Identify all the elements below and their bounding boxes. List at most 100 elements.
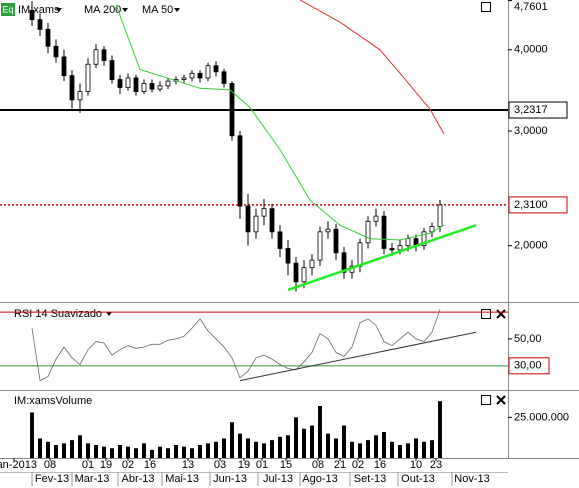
x-tick-label: 13 — [182, 459, 194, 471]
candle-body — [389, 248, 395, 251]
candle-body — [45, 28, 51, 47]
volume-bar — [390, 441, 394, 458]
x-tick-label: 08 — [312, 459, 324, 471]
volume-bar — [174, 445, 178, 458]
volume-bar — [350, 441, 354, 458]
candle-body — [325, 228, 331, 233]
candle-body — [29, 9, 35, 21]
month-label: Mai-13 — [165, 473, 199, 485]
volume-bar — [414, 438, 418, 458]
candle-body — [221, 71, 227, 84]
candle-body — [93, 49, 99, 65]
level-label-box — [508, 357, 550, 375]
close-icon[interactable] — [496, 395, 506, 405]
y-tick-label: 25.000.000 — [514, 411, 569, 423]
candle-body — [357, 242, 363, 267]
volume-bar — [310, 425, 314, 458]
legend-label: IM:xams — [18, 4, 60, 16]
candle-body — [125, 77, 131, 88]
x-tick-label: 19 — [238, 459, 250, 471]
trendline — [239, 331, 477, 382]
candle-body — [317, 231, 323, 261]
volume-bar — [334, 438, 338, 458]
month-label: Jun-13 — [213, 473, 247, 485]
x-tick-label: Jan-2013 — [0, 459, 37, 471]
candle-body — [213, 65, 219, 73]
icon-box — [1, 3, 15, 16]
panel-title: RSI 14 Suavizado — [14, 308, 102, 320]
candle-body — [101, 49, 107, 61]
candle-body — [269, 208, 275, 233]
volume-bar — [206, 443, 210, 458]
maximize-icon[interactable] — [481, 309, 491, 319]
volume-bar — [94, 445, 98, 458]
candle-body — [277, 231, 283, 249]
volume-bar — [278, 436, 282, 458]
candle-body — [117, 79, 123, 88]
volume-bar — [126, 446, 130, 458]
volume-bar — [150, 449, 154, 458]
candle-body — [437, 204, 443, 227]
candle-body — [189, 72, 195, 79]
volume-bar — [230, 422, 234, 458]
dropdown-arrow — [122, 8, 128, 12]
volume-bar — [398, 445, 402, 458]
level-label: 30,00 — [514, 360, 542, 372]
x-tick-label: 01 — [256, 459, 268, 471]
legend-label: MA 50 — [142, 4, 173, 16]
volume-bar — [70, 440, 74, 458]
volume-bar — [374, 435, 378, 458]
x-tick-label: 08 — [44, 459, 56, 471]
volume-bar — [302, 428, 306, 458]
volume-bar — [38, 438, 42, 458]
moving-average — [299, 0, 445, 135]
volume-bar — [438, 401, 442, 458]
y-tick-label: 3,0000 — [514, 125, 548, 137]
month-label: Fev-13 — [35, 473, 69, 485]
x-tick-label: 16 — [374, 459, 386, 471]
y-tick-label: 4,7601 — [514, 1, 548, 13]
candle-body — [37, 19, 43, 30]
maximize-icon[interactable] — [481, 395, 491, 405]
candle-body — [293, 262, 299, 283]
volume-bar — [406, 443, 410, 458]
volume-bar — [166, 448, 170, 458]
candle-body — [333, 228, 339, 254]
trendline — [287, 224, 477, 292]
x-tick-label: 10 — [410, 459, 422, 471]
candle-body — [133, 77, 139, 92]
candle-body — [253, 215, 259, 233]
candle-body — [373, 215, 379, 222]
volume-bar — [246, 438, 250, 458]
maximize-icon[interactable] — [481, 2, 491, 12]
candle-body — [365, 220, 371, 244]
candle-body — [381, 215, 387, 249]
x-tick-label: 23 — [430, 459, 442, 471]
volume-bar — [158, 446, 162, 458]
volume-bar — [142, 443, 146, 458]
candle-body — [69, 75, 75, 101]
candle-body — [309, 259, 315, 269]
volume-bar — [134, 448, 138, 458]
candle-body — [197, 72, 203, 79]
y-tick-label: 50,00 — [514, 333, 542, 345]
volume-bar — [262, 443, 266, 458]
candle-body — [85, 63, 91, 92]
candle-body — [261, 208, 267, 217]
candle-body — [229, 83, 235, 137]
volume-bar — [78, 435, 82, 458]
month-label: Jul-13 — [263, 473, 293, 485]
volume-bar — [358, 443, 362, 458]
candle-body — [53, 45, 59, 58]
x-tick-label: 15 — [280, 459, 292, 471]
dropdown-arrow — [106, 312, 112, 316]
month-label: Ago-13 — [302, 473, 337, 485]
volume-bar — [422, 441, 426, 458]
price-label-box — [508, 196, 568, 214]
moving-average — [115, 4, 445, 241]
candle-body — [341, 252, 347, 273]
candle-body — [157, 85, 163, 90]
volume-bar — [110, 448, 114, 458]
close-icon[interactable] — [496, 309, 506, 319]
volume-bar — [382, 432, 386, 458]
